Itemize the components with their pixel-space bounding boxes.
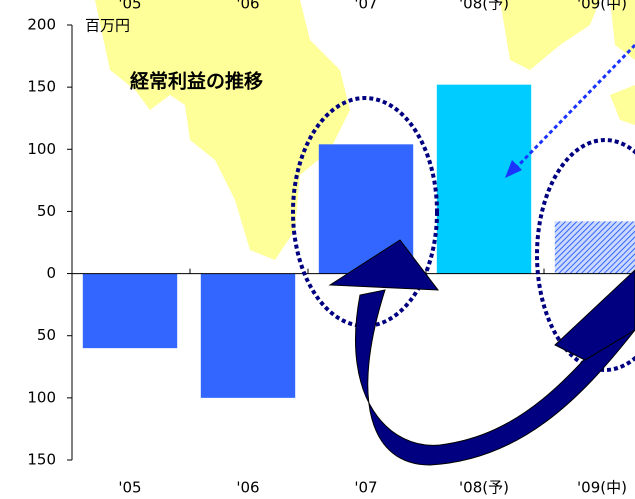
x-tick-label-top: '05 xyxy=(118,0,141,13)
y-tick-label: 50 xyxy=(37,326,56,344)
x-tick-label: '06 xyxy=(236,479,259,497)
x-tick-label-top: '06 xyxy=(236,0,259,13)
bar xyxy=(436,84,532,274)
curved-arrow xyxy=(355,289,635,466)
y-tick-label: 150 xyxy=(27,451,56,469)
background-map xyxy=(95,0,635,260)
y-tick-label: 200 xyxy=(27,16,56,34)
x-tick-label: '05 xyxy=(118,479,141,497)
x-tick-label-top: '09(中) xyxy=(577,0,627,13)
unit-label: 百万円 xyxy=(85,17,130,35)
y-tick-label: 150 xyxy=(27,78,56,96)
x-tick-label-top: '07 xyxy=(354,0,377,13)
y-tick-label: 100 xyxy=(27,388,56,406)
bar xyxy=(200,273,296,398)
bar xyxy=(554,221,635,274)
arrow-head xyxy=(554,269,635,361)
y-tick-label: 0 xyxy=(46,264,56,282)
x-tick-label: '07 xyxy=(354,479,377,497)
x-tick-label-top: '08(予) xyxy=(459,0,509,13)
arrow-head xyxy=(328,239,440,291)
x-tick-label: '09(中) xyxy=(577,479,627,497)
y-tick-label: 100 xyxy=(27,140,56,158)
y-tick-label: 50 xyxy=(37,202,56,220)
chart-title: 経常利益の推移 xyxy=(130,70,263,93)
arrow-head xyxy=(505,160,522,178)
bar xyxy=(82,273,178,349)
x-tick-label: '08(予) xyxy=(459,479,509,497)
